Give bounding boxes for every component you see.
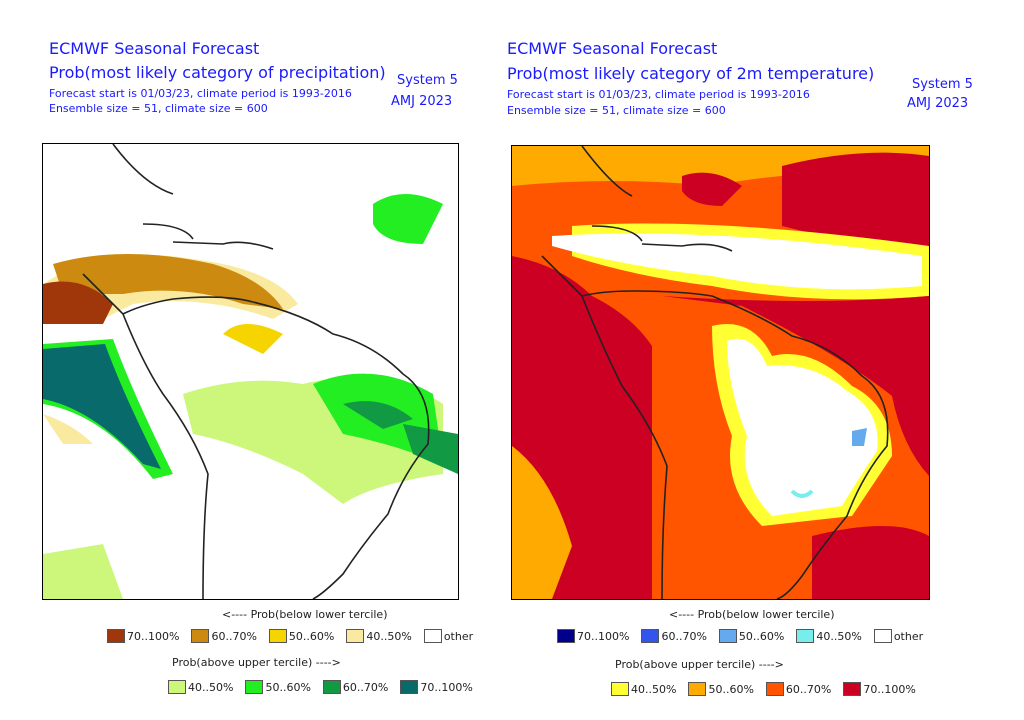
legend-swatch bbox=[322, 680, 341, 694]
legend-swatch bbox=[765, 682, 784, 696]
legend-swatch bbox=[557, 629, 575, 643]
above-legend-title: Prob(above upper tercile) ----> bbox=[172, 656, 341, 669]
legend-swatch bbox=[268, 629, 287, 643]
legend-swatch bbox=[688, 682, 707, 696]
legend-label: 70..100% bbox=[420, 680, 473, 694]
legend-label: 60..70% bbox=[785, 682, 832, 696]
forecast-info: Forecast start is 01/03/23, climate peri… bbox=[507, 88, 810, 101]
legend-label: 50..60% bbox=[738, 629, 785, 643]
legend-label: 40..50% bbox=[631, 682, 677, 696]
system-label: System 5 bbox=[912, 77, 973, 92]
legend-item: 70..100% bbox=[557, 629, 629, 643]
legend-label: 70..100% bbox=[577, 629, 630, 643]
below-legend-title: <---- Prob(below lower tercile) bbox=[669, 608, 835, 621]
legend-label: 60..70% bbox=[661, 629, 707, 643]
above-legend: 40..50% 50..60% 60..70% 70..100% bbox=[168, 680, 473, 694]
legend-item: 50..60% bbox=[245, 680, 311, 694]
panel-subtitle: Prob(most likely category of 2m temperat… bbox=[507, 64, 875, 83]
legend-swatch bbox=[168, 680, 186, 694]
legend-label: 40..50% bbox=[188, 680, 234, 694]
legend-label: 40..50% bbox=[366, 629, 412, 643]
forecast-info: Forecast start is 01/03/23, climate peri… bbox=[49, 87, 352, 100]
legend-swatch bbox=[245, 680, 264, 694]
below-legend: 70..100% 60..70% 50..60% 40..50% other bbox=[557, 629, 923, 643]
legend-item: 70..100% bbox=[400, 680, 473, 694]
legend-item: other bbox=[423, 629, 474, 643]
temperature-map bbox=[511, 145, 930, 600]
legend-item: 40..50% bbox=[796, 629, 862, 643]
legend-swatch bbox=[873, 629, 892, 643]
legend-item: 50..60% bbox=[718, 629, 785, 643]
legend-item: 50..60% bbox=[268, 629, 335, 643]
ensemble-info: Ensemble size = 51, climate size = 600 bbox=[507, 104, 726, 117]
legend-item: other bbox=[873, 629, 924, 643]
legend-label: 70..100% bbox=[863, 682, 916, 696]
legend-label: other bbox=[443, 629, 474, 643]
legend-label: 60..70% bbox=[342, 680, 389, 694]
legend-label: 70..100% bbox=[127, 629, 180, 643]
above-legend: 40..50% 50..60% 60..70% 70..100% bbox=[611, 682, 916, 696]
legend-swatch bbox=[107, 629, 125, 643]
precip-map bbox=[42, 143, 459, 600]
legend-swatch bbox=[400, 680, 419, 694]
legend-item: 60..70% bbox=[765, 682, 832, 696]
panel-title: ECMWF Seasonal Forecast bbox=[507, 39, 718, 58]
legend-label: 50..60% bbox=[288, 629, 335, 643]
season-label: AMJ 2023 bbox=[907, 96, 969, 111]
legend-label: 50..60% bbox=[265, 680, 311, 694]
legend-item: 60..70% bbox=[191, 629, 257, 643]
below-legend: 70..100% 60..70% 50..60% 40..50% other bbox=[107, 629, 473, 643]
legend-label: 50..60% bbox=[708, 682, 754, 696]
legend-label: 60..70% bbox=[211, 629, 257, 643]
system-label: System 5 bbox=[397, 73, 458, 88]
panel-title: ECMWF Seasonal Forecast bbox=[49, 39, 260, 58]
legend-swatch bbox=[191, 629, 210, 643]
legend-item: 50..60% bbox=[688, 682, 754, 696]
legend-swatch bbox=[718, 629, 737, 643]
above-legend-title: Prob(above upper tercile) ----> bbox=[615, 658, 784, 671]
season-label: AMJ 2023 bbox=[391, 94, 453, 109]
legend-item: 40..50% bbox=[611, 682, 676, 696]
legend-swatch bbox=[611, 682, 629, 696]
legend-item: 40..50% bbox=[346, 629, 412, 643]
legend-swatch bbox=[641, 629, 660, 643]
legend-swatch bbox=[843, 682, 862, 696]
legend-label: 40..50% bbox=[816, 629, 862, 643]
below-legend-title: <---- Prob(below lower tercile) bbox=[222, 608, 388, 621]
legend-label: other bbox=[893, 629, 924, 643]
legend-item: 70..100% bbox=[843, 682, 916, 696]
legend-item: 40..50% bbox=[168, 680, 233, 694]
ensemble-info: Ensemble size = 51, climate size = 600 bbox=[49, 102, 268, 115]
legend-item: 60..70% bbox=[322, 680, 389, 694]
legend-swatch bbox=[423, 629, 442, 643]
legend-item: 70..100% bbox=[107, 629, 179, 643]
legend-item: 60..70% bbox=[641, 629, 707, 643]
panel-subtitle: Prob(most likely category of precipitati… bbox=[49, 63, 386, 82]
legend-swatch bbox=[346, 629, 365, 643]
legend-swatch bbox=[796, 629, 815, 643]
